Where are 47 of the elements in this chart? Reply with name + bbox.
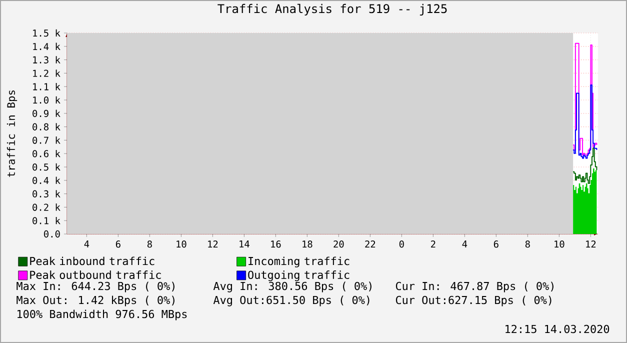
x-tick-label: 4 [84, 240, 90, 248]
y-tick-label: 0.5 k [32, 163, 60, 171]
text: Cur Out:627.15 Bps ( 0%) [396, 296, 552, 306]
text: 12:15 14.03.2020 [506, 324, 610, 334]
x-tick-label: 20 [334, 240, 344, 248]
y-tick-label: 1.4 k [33, 42, 60, 50]
y-tick-label: 0.3 k [32, 190, 60, 198]
text: Cur In: 467.87 Bps ( 0%) [396, 282, 554, 292]
y-tick-label: 0.7 k [32, 136, 60, 144]
y-tick-label: 0.6 k [32, 150, 60, 158]
y-tick-label: 0.0 [44, 230, 60, 238]
y-tick-label: 1.2 k [33, 70, 60, 77]
text: Avg In: 380.56 Bps ( 0%) [213, 282, 372, 292]
y-tick-label: 1.3 k [33, 56, 60, 64]
x-tick-label: 22 [365, 240, 376, 248]
x-tick-label: 2 [431, 240, 436, 248]
x-tick-label: 10 [554, 240, 564, 248]
x-tick-label: 4 [462, 240, 468, 248]
x-tick-label: 16 [271, 240, 281, 248]
legend-label: Peak inbound traffic [30, 256, 154, 266]
text: Avg Out:651.50 Bps ( 0%) [213, 296, 370, 306]
x-tick-label: 8 [525, 240, 530, 248]
y-tick-label: 1.1 k [33, 83, 60, 90]
x-tick-label: 12 [586, 240, 596, 248]
x-tick-label: 10 [176, 240, 186, 248]
legend-label: Peak outbound traffic [30, 270, 161, 279]
legend-label: Outgoing traffic [248, 270, 350, 282]
y-tick-label: 0.9 k [32, 110, 60, 118]
y-tick-label: 0.2 k [32, 204, 60, 211]
x-tick-label: 18 [302, 240, 312, 248]
x-tick-label: 8 [147, 240, 152, 248]
chart-title: Traffic Analysis for 519 -- j125 [218, 4, 447, 16]
y-tick-label: 0.1 k [32, 216, 60, 224]
y-tick-label: 0.8 k [32, 123, 60, 130]
text: Max In: 644.23 Bps ( 0%) [16, 282, 174, 292]
y-tick-label: 0.4 k [32, 176, 60, 184]
y-tick-label: 1.0 k [33, 96, 60, 104]
x-tick-label: 14 [240, 240, 250, 248]
y-axis-title: traffic in Bps [6, 90, 18, 177]
text: Max Out: 1.42 kBps ( 0%) [16, 296, 174, 306]
y-tick-label: 1.5 k [33, 29, 60, 37]
legend-label: Incoming traffic [248, 256, 350, 268]
x-tick-label: 6 [494, 240, 498, 248]
text: 100% Bandwidth 976.56 MBps [18, 310, 187, 320]
x-tick-label: 12 [208, 240, 218, 248]
x-tick-label: 0 [399, 240, 404, 248]
x-tick-label: 6 [116, 240, 120, 248]
